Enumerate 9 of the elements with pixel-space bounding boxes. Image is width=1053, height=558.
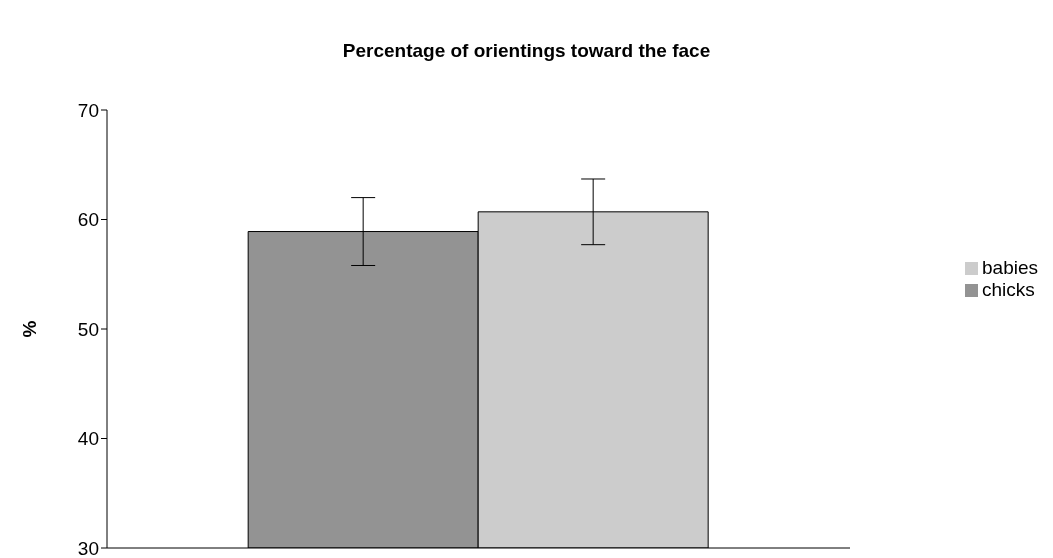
y-tick-label: 70 [77, 99, 99, 121]
chart-title: Percentage of orientings toward the face [341, 40, 712, 62]
legend-label: babies [982, 257, 1038, 278]
legend-label: chicks [982, 279, 1035, 300]
y-axis-title: % [19, 320, 41, 338]
y-tick-label: 30 [77, 537, 99, 558]
y-tick-label: 60 [77, 209, 99, 231]
y-tick-label: 40 [77, 428, 99, 450]
y-tick-label: 50 [77, 318, 99, 340]
